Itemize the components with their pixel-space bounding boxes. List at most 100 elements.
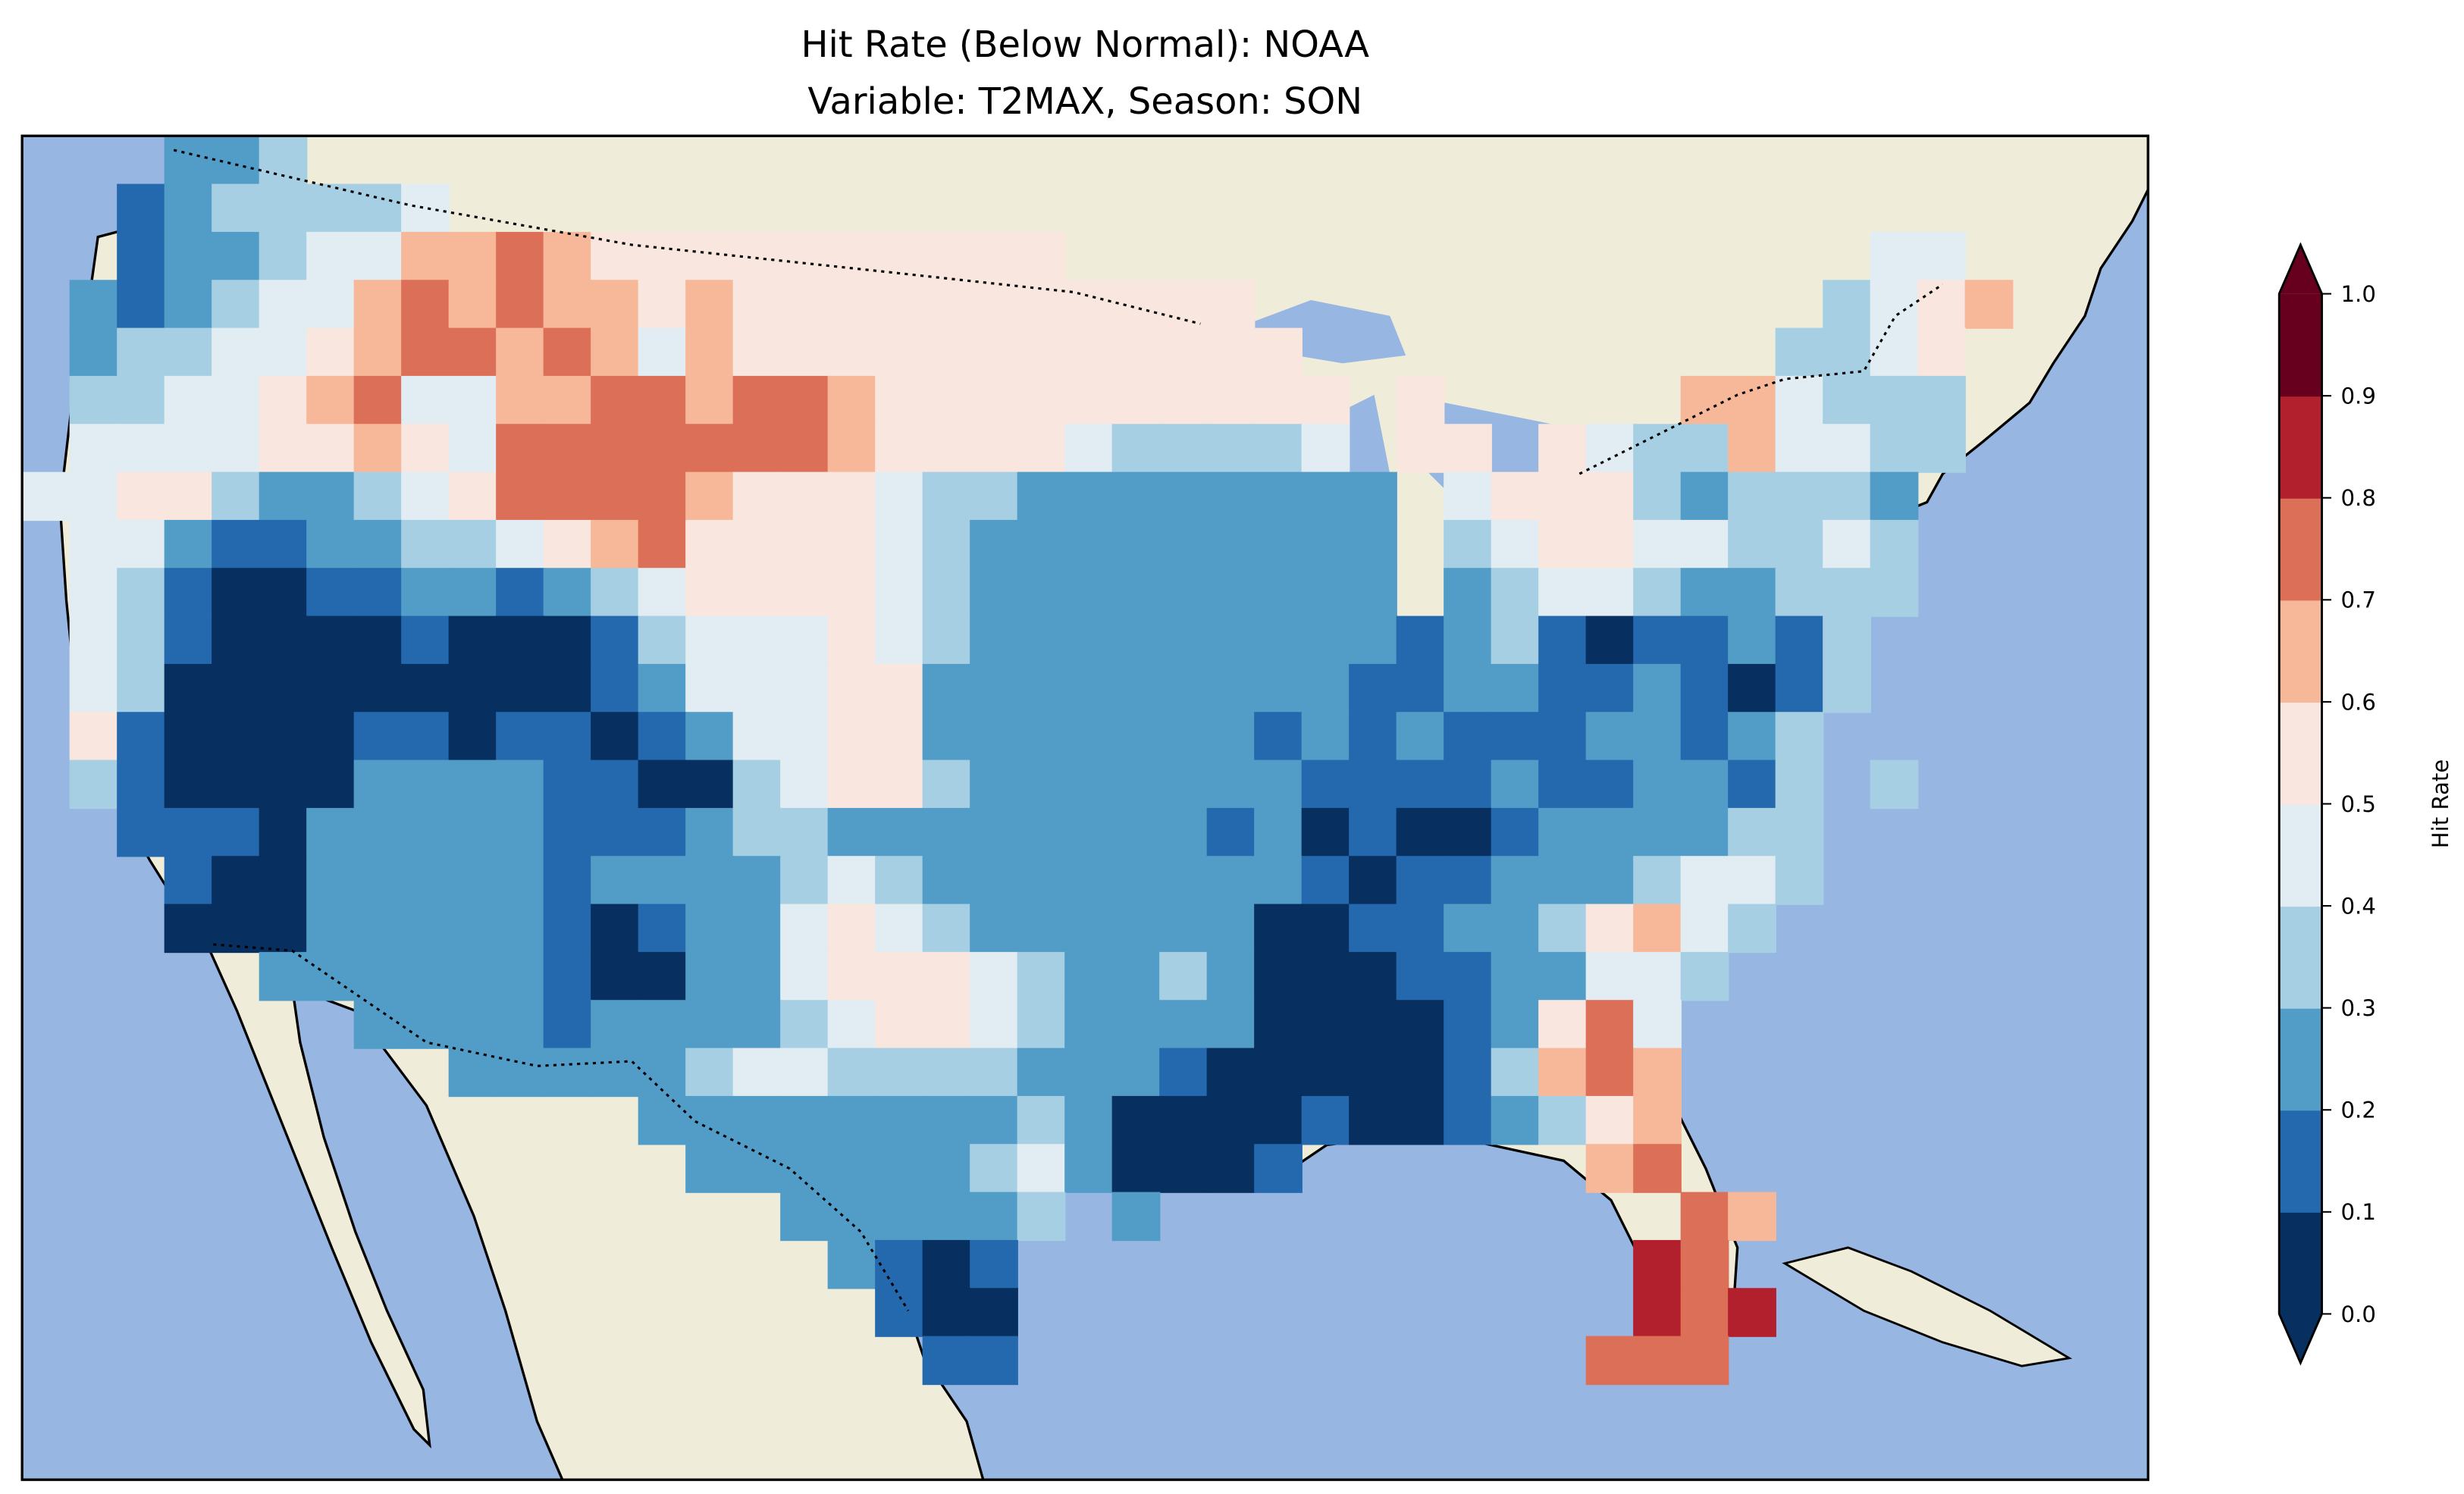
hit-rate-grid (22, 136, 2014, 1386)
grid-cell (685, 1048, 734, 1098)
grid-cell (1111, 951, 1161, 1001)
grid-cell (1349, 1095, 1397, 1145)
grid-cell (448, 951, 497, 1001)
grid-cell (1111, 568, 1161, 617)
grid-cell (970, 951, 1018, 1001)
grid-cell (1870, 519, 1919, 569)
grid-cell (780, 327, 829, 377)
grid-cell (970, 807, 1018, 857)
grid-cell (259, 471, 308, 521)
grid-cell (827, 807, 876, 857)
grid-cell (212, 568, 260, 617)
grid-cell (1775, 424, 1824, 473)
grid-cell (827, 1239, 876, 1289)
grid-cell (1870, 280, 1919, 329)
grid-cell (922, 1144, 971, 1193)
grid-cell (1017, 1144, 1066, 1193)
grid-cell (306, 327, 355, 377)
grid-cell (1396, 951, 1445, 1001)
grid-cell (353, 663, 403, 713)
grid-cell (306, 471, 355, 521)
grid-cell (496, 327, 544, 377)
grid-cell (1301, 951, 1350, 1001)
grid-cell (638, 568, 687, 617)
grid-cell (1159, 1000, 1208, 1049)
grid-cell (1538, 712, 1587, 761)
grid-cell (1585, 807, 1635, 857)
grid-cell (401, 519, 450, 569)
grid-cell (448, 424, 497, 473)
grid-cell (1728, 568, 1776, 617)
grid-cell (401, 568, 450, 617)
grid-cell (1870, 760, 1919, 810)
grid-cell (1396, 807, 1445, 857)
grid-cell (732, 375, 782, 425)
grid-cell (401, 471, 450, 521)
grid-cell (1823, 519, 1871, 569)
grid-cell (1017, 1095, 1066, 1145)
grid-cell (353, 519, 403, 569)
grid-cell (353, 183, 403, 233)
grid-cell (1064, 424, 1113, 473)
grid-cell (164, 663, 213, 713)
grid-cell (117, 760, 165, 810)
grid-cell (164, 280, 213, 329)
grid-cell (1444, 807, 1492, 857)
grid-cell (448, 519, 497, 569)
grid-cell (259, 183, 308, 233)
grid-cell (922, 1288, 971, 1337)
grid-cell (1728, 663, 1776, 713)
grid-cell (69, 327, 118, 377)
grid-cell (1159, 951, 1208, 1001)
grid-cell (875, 807, 923, 857)
grid-cell (1301, 568, 1350, 617)
grid-cell (591, 1000, 639, 1049)
colorbar-bin (2279, 293, 2322, 397)
grid-cell (1823, 615, 1871, 666)
grid-cell (875, 327, 923, 377)
grid-cell (1017, 951, 1066, 1001)
grid-cell (259, 951, 308, 1001)
grid-cell (1633, 1144, 1682, 1193)
map-frame (20, 134, 2149, 1481)
grid-cell (1301, 856, 1350, 905)
grid-cell (922, 471, 971, 521)
grid-cell (1111, 1192, 1161, 1242)
grid-cell (401, 327, 450, 377)
grid-cell (401, 712, 450, 761)
grid-cell (1917, 375, 1966, 425)
grid-cell (496, 663, 544, 713)
grid-cell (732, 615, 782, 666)
grid-cell (1017, 760, 1066, 810)
grid-cell (1823, 280, 1871, 329)
grid-cell (827, 951, 876, 1001)
grid-cell (212, 280, 260, 329)
grid-cell (1159, 1144, 1208, 1193)
grid-cell (732, 471, 782, 521)
grid-cell (1159, 807, 1208, 857)
grid-cell (69, 280, 118, 329)
grid-cell (922, 424, 971, 473)
grid-cell (875, 568, 923, 617)
grid-cell (259, 712, 308, 761)
grid-cell (827, 424, 876, 473)
grid-cell (827, 712, 876, 761)
grid-cell (970, 231, 1018, 281)
grid-cell (1964, 280, 2014, 329)
grid-cell (496, 712, 544, 761)
grid-cell (1823, 568, 1871, 617)
grid-cell (1254, 663, 1303, 713)
grid-cell (1159, 327, 1208, 377)
grid-cell (970, 375, 1018, 425)
grid-cell (1585, 1095, 1635, 1145)
grid-cell (922, 375, 971, 425)
grid-cell (922, 568, 971, 617)
grid-cell (1728, 375, 1776, 425)
grid-cell (1633, 424, 1682, 473)
grid-cell (1396, 1000, 1445, 1049)
grid-cell (1585, 1000, 1635, 1049)
grid-cell (1585, 519, 1635, 569)
grid-cell (875, 471, 923, 521)
grid-cell (638, 424, 687, 473)
grid-cell (1444, 1000, 1492, 1049)
